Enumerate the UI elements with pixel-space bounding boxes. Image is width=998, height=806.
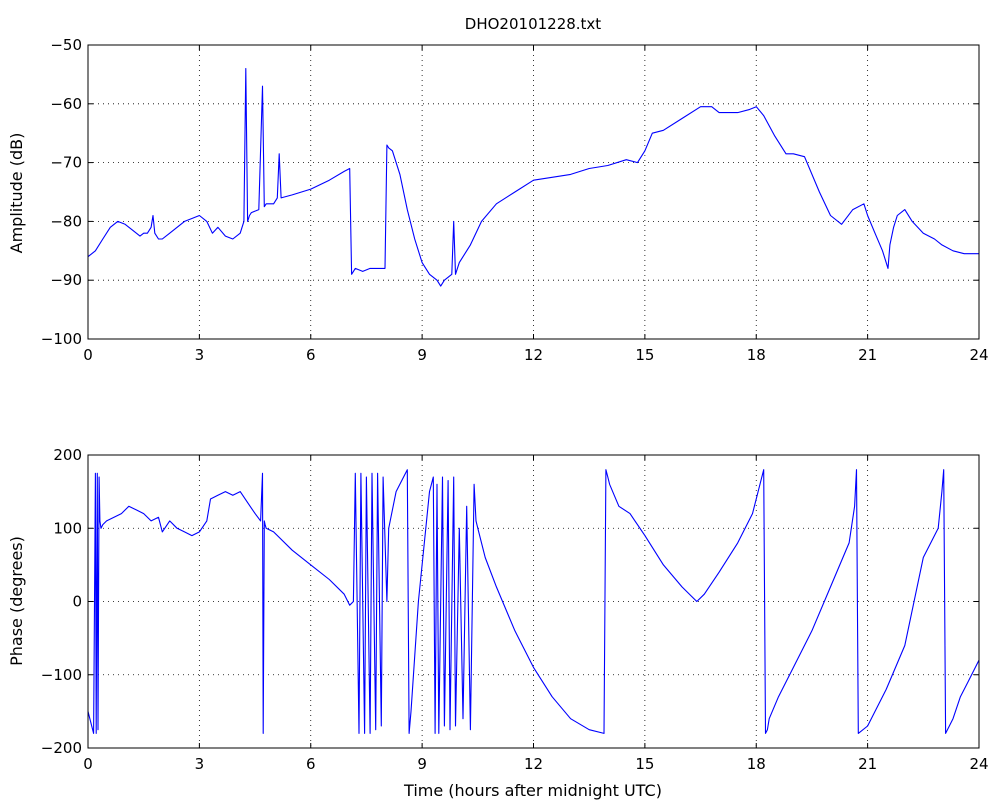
amplitude-y-tick-label: −90 [50,271,82,289]
amplitude-panel: 0 3 6 9 12 15 18 21 24 −100 −90 −80 −70 −60 −50 [41,36,989,364]
phase-y-axis-label: Phase (degrees) [7,536,26,666]
amplitude-x-tick-label: 0 [83,346,93,364]
phase-series-line [87,469,980,734]
phase-x-tick-label: 21 [858,755,877,773]
amplitude-x-tick-label: 6 [306,346,316,364]
amplitude-y-tick-label: −70 [50,154,82,172]
amplitude-series-line [87,67,979,287]
amplitude-x-tick-label: 15 [635,346,654,364]
phase-x-tick-label: 15 [635,755,654,773]
amplitude-x-tick-label: 18 [747,346,766,364]
phase-x-tick-label: 0 [83,755,93,773]
phase-x-tick-label: 9 [417,755,427,773]
phase-x-tick-label: 18 [747,755,766,773]
amplitude-x-tick-label: 12 [524,346,543,364]
amplitude-y-tick-label: −50 [50,36,82,54]
phase-x-tick-label: 3 [195,755,205,773]
phase-panel: 0 3 6 9 12 15 18 21 24 −200 −100 0 100 200 [41,446,989,773]
amplitude-x-tick-label: 21 [858,346,877,364]
phase-y-tick-label: 200 [53,446,82,464]
phase-x-axis-label: Time (hours after midnight UTC) [403,781,662,800]
phase-y-tick-label: 0 [72,593,82,611]
chart-title: DHO20101228.txt [465,15,602,33]
amplitude-y-tick-label: −60 [50,95,82,113]
amplitude-x-tick-label: 24 [969,346,988,364]
phase-y-tick-label: −100 [41,666,82,684]
amplitude-y-tick-label: −80 [50,212,82,230]
amplitude-axes-box [87,44,980,340]
phase-x-tick-label: 6 [306,755,316,773]
phase-x-tick-label: 12 [524,755,543,773]
phase-y-tick-label: 100 [53,519,82,537]
amplitude-x-tick-label: 9 [417,346,427,364]
amplitude-y-axis-label: Amplitude (dB) [7,133,26,254]
phase-x-tick-label: 24 [969,755,988,773]
amplitude-y-tick-label: −100 [41,330,82,348]
phase-y-tick-label: −200 [41,739,82,757]
amplitude-x-tick-label: 3 [195,346,205,364]
